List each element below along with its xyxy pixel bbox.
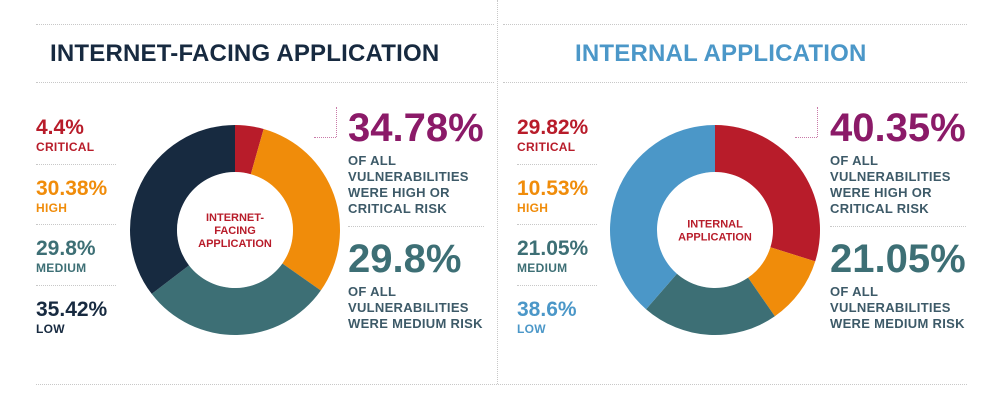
donut-slice-high bbox=[748, 247, 816, 317]
callout-medium: 29.8% OF ALL VULNERABILITIES WERE MEDIUM… bbox=[348, 238, 483, 332]
legend-low-value: 35.42% bbox=[36, 298, 108, 321]
legend-medium: 29.8% MEDIUM bbox=[36, 237, 96, 275]
legend-critical-value: 4.4% bbox=[36, 116, 84, 139]
legend-divider bbox=[517, 285, 597, 286]
legend-low: 35.42% LOW bbox=[36, 298, 107, 336]
legend-medium: 21.05% MEDIUM bbox=[517, 237, 588, 275]
divider-top-right bbox=[503, 24, 967, 25]
donut-center-label: INTERNAL APPLICATION bbox=[678, 219, 752, 244]
donut-slice-low bbox=[610, 125, 715, 310]
legend-medium-value: 29.8% bbox=[36, 237, 96, 260]
panel-title-internal: INTERNAL APPLICATION bbox=[575, 40, 867, 67]
callout-medium-value: 21.05% bbox=[830, 237, 966, 281]
donut-slice-critical bbox=[715, 125, 820, 262]
legend-high-label: HIGH bbox=[36, 201, 68, 215]
legend-divider bbox=[36, 285, 116, 286]
legend-divider bbox=[517, 224, 597, 225]
divider-center bbox=[497, 0, 498, 384]
callout-connector bbox=[314, 137, 336, 138]
donut-slice-high bbox=[250, 128, 340, 291]
donut-center bbox=[191, 186, 279, 274]
donut-center bbox=[671, 186, 759, 274]
divider-bottom bbox=[36, 384, 967, 385]
donut-chart-internet-facing: INTERNET-FACING APPLICATION bbox=[130, 125, 340, 335]
callout-divider bbox=[348, 226, 484, 227]
legend-critical-value: 29.82% bbox=[517, 116, 589, 139]
legend-high-value: 10.53% bbox=[517, 177, 589, 200]
legend-high: 10.53% HIGH bbox=[517, 177, 588, 215]
callout-high-critical: 34.78% OF ALL VULNERABILITIES WERE HIGH … bbox=[348, 107, 484, 217]
legend-divider bbox=[36, 164, 116, 165]
callout-divider bbox=[830, 226, 966, 227]
legend-low-label: LOW bbox=[517, 322, 546, 336]
callout-medium-value: 29.8% bbox=[348, 237, 462, 281]
legend-high: 30.38% HIGH bbox=[36, 177, 107, 215]
callout-medium: 21.05% OF ALL VULNERABILITIES WERE MEDIU… bbox=[830, 238, 966, 332]
legend-medium-label: MEDIUM bbox=[36, 261, 87, 275]
legend-critical: 4.4% CRITICAL bbox=[36, 116, 94, 154]
legend-low: 38.6% LOW bbox=[517, 298, 577, 336]
legend-low-value: 38.6% bbox=[517, 298, 577, 321]
donut-chart-internal: INTERNAL APPLICATION bbox=[610, 125, 820, 335]
legend-high-value: 30.38% bbox=[36, 177, 108, 200]
callout-medium-text: OF ALL VULNERABILITIES WERE MEDIUM RISK bbox=[830, 284, 965, 331]
divider-title-left bbox=[36, 82, 494, 83]
legend-medium-label: MEDIUM bbox=[517, 261, 568, 275]
legend-medium-value: 21.05% bbox=[517, 237, 589, 260]
legend-divider bbox=[36, 224, 116, 225]
callout-medium-text: OF ALL VULNERABILITIES WERE MEDIUM RISK bbox=[348, 284, 483, 331]
callout-high-critical-value: 40.35% bbox=[830, 106, 966, 150]
callout-high-critical-text: OF ALL VULNERABILITIES WERE HIGH OR CRIT… bbox=[348, 153, 469, 216]
legend-low-label: LOW bbox=[36, 322, 65, 336]
panel-title-internet-facing: INTERNET-FACING APPLICATION bbox=[50, 40, 440, 67]
divider-title-right bbox=[503, 82, 967, 83]
legend-critical: 29.82% CRITICAL bbox=[517, 116, 588, 154]
legend-critical-label: CRITICAL bbox=[36, 140, 95, 154]
donut-slice-low bbox=[130, 125, 235, 294]
donut-center-label: INTERNET-FACING APPLICATION bbox=[198, 212, 272, 250]
donut-slice-critical bbox=[235, 125, 264, 175]
callout-high-critical: 40.35% OF ALL VULNERABILITIES WERE HIGH … bbox=[830, 107, 966, 217]
divider-top-left bbox=[36, 24, 494, 25]
callout-high-critical-value: 34.78% bbox=[348, 106, 484, 150]
donut-slice-medium bbox=[151, 263, 321, 335]
legend-critical-label: CRITICAL bbox=[517, 140, 576, 154]
callout-high-critical-text: OF ALL VULNERABILITIES WERE HIGH OR CRIT… bbox=[830, 153, 951, 216]
legend-divider bbox=[517, 164, 597, 165]
legend-high-label: HIGH bbox=[517, 201, 549, 215]
callout-connector bbox=[795, 137, 817, 138]
callout-connector bbox=[336, 107, 337, 137]
callout-connector bbox=[817, 107, 818, 137]
donut-slice-medium bbox=[646, 273, 775, 335]
